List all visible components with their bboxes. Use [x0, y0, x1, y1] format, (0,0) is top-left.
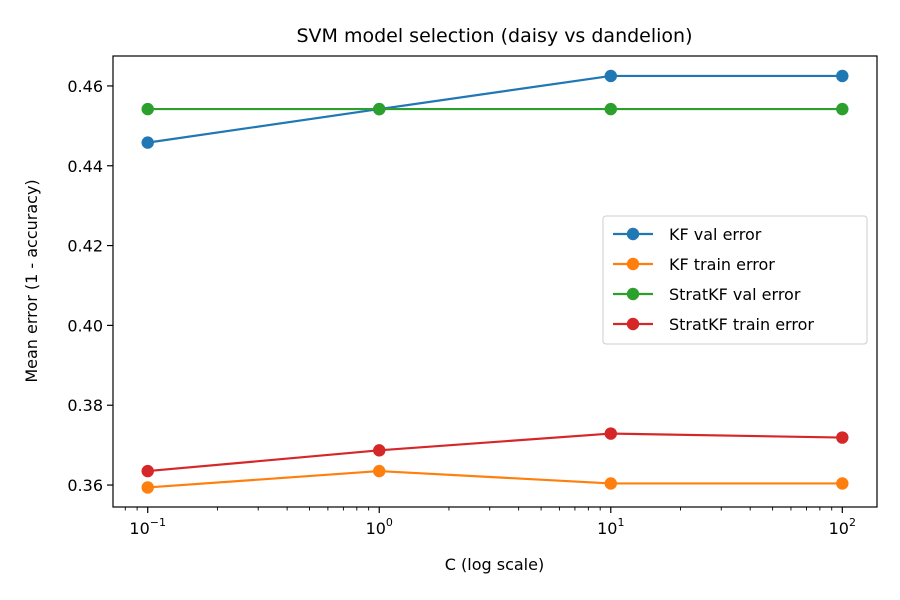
data-point — [141, 136, 154, 149]
axes-frame — [112, 55, 878, 508]
data-point — [373, 444, 386, 457]
y-tick-label: 0.38 — [67, 396, 103, 415]
x-tick-label-base: 10 — [129, 519, 149, 538]
data-point — [141, 102, 154, 116]
data-point — [373, 102, 386, 116]
x-tick-label-base: 10 — [597, 519, 617, 538]
x-tick-label: 10−1 — [129, 516, 166, 538]
y-tick-label: 0.46 — [67, 77, 103, 96]
x-tick-label-exponent: −1 — [150, 516, 166, 529]
data-point — [836, 102, 849, 116]
legend-box — [602, 215, 868, 345]
data-point — [373, 464, 386, 478]
legend: KF val error KF train error StratKF val er… — [602, 215, 868, 345]
data-point — [604, 477, 617, 490]
data-point — [836, 477, 849, 490]
x-tick-label-base: 10 — [366, 519, 386, 538]
legend-label: StratKF train error — [669, 315, 814, 334]
series-line — [147, 432, 843, 473]
legend-label: KF val error — [669, 225, 762, 244]
legend-marker — [626, 287, 640, 301]
y-tick-label: 0.44 — [67, 157, 103, 176]
data-point — [141, 481, 154, 494]
data-point — [604, 102, 617, 116]
legend-label: StratKF val error — [669, 285, 801, 304]
legend-marker — [626, 227, 640, 241]
data-point — [604, 427, 617, 440]
x-tick-label-base: 10 — [829, 519, 849, 538]
series-line — [147, 469, 843, 489]
x-tick-label-exponent: 2 — [849, 516, 856, 529]
legend-marker — [626, 257, 640, 271]
data-point — [604, 69, 617, 83]
chart-title: SVM model selection (daisy vs dandelion) — [296, 25, 692, 47]
data-point — [141, 464, 154, 478]
x-axis-label: C (log scale) — [445, 555, 544, 574]
legend-marker — [626, 317, 640, 331]
y-tick-label: 0.36 — [67, 476, 103, 495]
x-tick-label-exponent: 1 — [617, 516, 624, 529]
y-tick-label: 0.42 — [67, 237, 103, 256]
x-tick-label: 102 — [829, 516, 856, 538]
x-tick-label: 101 — [597, 516, 624, 538]
y-tick-label: 0.40 — [67, 316, 103, 335]
y-axis-label: Mean error (1 - accuracy) — [22, 179, 41, 382]
x-tick-label-exponent: 0 — [386, 516, 393, 529]
series-line — [147, 74, 843, 144]
legend-label: KF train error — [669, 255, 775, 274]
data-point — [836, 69, 849, 83]
x-tick-label: 100 — [366, 516, 393, 538]
data-point — [836, 431, 849, 444]
